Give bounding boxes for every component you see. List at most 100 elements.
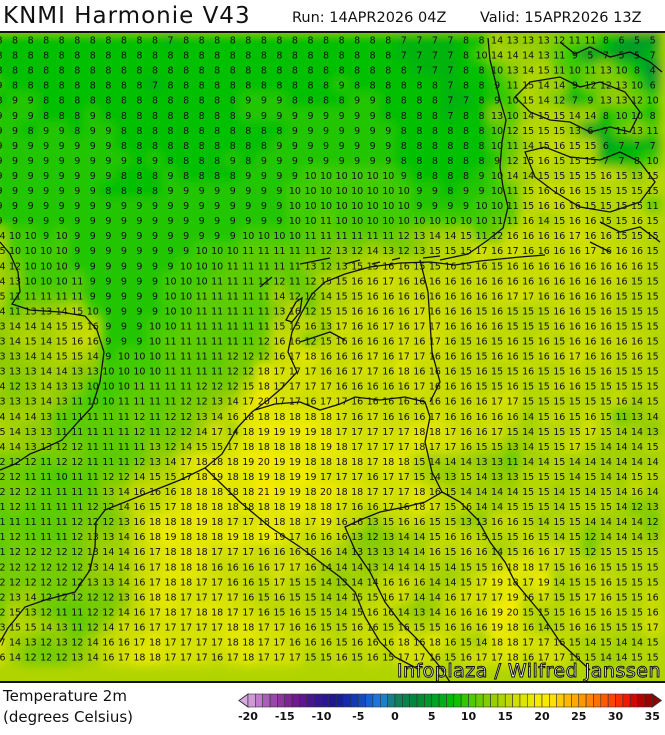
grid-value: 9: [354, 111, 360, 122]
grid-value: 15: [553, 622, 565, 633]
field-cell: [472, 151, 491, 169]
grid-value: 16: [569, 622, 581, 633]
grid-value: 10: [351, 171, 363, 182]
field-cell: [410, 136, 429, 154]
field-cell: [410, 33, 429, 49]
grid-value: 13: [211, 397, 223, 408]
field-cell: [550, 151, 569, 169]
grid-value: 16: [336, 532, 348, 543]
grid-value: 8: [28, 126, 34, 137]
grid-value: 9: [90, 261, 96, 272]
field-cell: [581, 91, 600, 109]
grid-value: 12: [25, 547, 37, 558]
field-cell: [239, 242, 258, 260]
grid-value: 9: [339, 126, 345, 137]
grid-value: 17: [211, 622, 223, 633]
grid-value: 14: [569, 457, 581, 468]
grid-value: 18: [196, 532, 208, 543]
grid-value: 15: [336, 622, 348, 633]
grid-value: 15: [538, 126, 550, 137]
grid-value: 18: [273, 472, 285, 483]
grid-value: 10: [460, 216, 472, 227]
grid-value: 17: [273, 562, 285, 573]
colorbar-box: [269, 693, 278, 708]
grid-value: 12: [0, 577, 6, 588]
grid-value: 14: [538, 517, 550, 528]
grid-value: 15: [600, 487, 612, 498]
grid-value: 10: [9, 246, 21, 257]
grid-value: 9: [12, 186, 18, 197]
grid-value: 15: [569, 141, 581, 152]
grid-value: 13: [102, 532, 114, 543]
grid-value: 7: [603, 126, 609, 137]
field-cell: [488, 181, 506, 200]
grid-value: 8: [121, 111, 127, 122]
grid-value: 19: [211, 472, 223, 483]
field-cell: [410, 46, 429, 64]
grid-value: 11: [102, 457, 114, 468]
field-cell: [255, 212, 273, 230]
grid-value: 10: [118, 382, 130, 393]
grid-value: 9: [572, 81, 578, 92]
colorbar-tick-label: 20: [534, 710, 550, 723]
grid-value: 17: [367, 427, 379, 438]
field-cell: [37, 166, 55, 184]
grid-value: 11: [165, 397, 177, 408]
grid-value: 15: [553, 337, 565, 348]
grid-value: 10: [87, 382, 99, 393]
temperature-map: 8888888888878888888888888877778814131313…: [0, 31, 665, 683]
grid-value: 16: [569, 562, 581, 573]
field-cell: [286, 136, 304, 154]
field-cell: [130, 166, 149, 184]
field-cell: [566, 61, 584, 79]
field-cell: [612, 91, 631, 109]
grid-value: 15: [413, 261, 425, 272]
field-cell: [37, 181, 55, 200]
grid-value: 18: [382, 457, 394, 468]
field-cell: [115, 166, 133, 184]
field-cell: [488, 33, 506, 49]
grid-value: 13: [336, 246, 348, 257]
grid-value: 13: [118, 592, 130, 603]
field-cell: [84, 46, 102, 64]
grid-value: 17: [211, 638, 223, 649]
grid-value: 12: [367, 532, 379, 543]
grid-value: 18: [289, 412, 301, 423]
grid-value: 13: [460, 517, 472, 528]
grid-value: 18: [227, 457, 239, 468]
grid-value: 10: [367, 171, 379, 182]
grid-value: 10: [367, 186, 379, 197]
grid-value: 16: [118, 638, 130, 649]
grid-value: 15: [460, 472, 472, 483]
grid-value: 17: [289, 562, 301, 573]
grid-value: 9: [74, 201, 80, 212]
field-cell: [52, 61, 71, 79]
grid-value: 18: [180, 577, 192, 588]
grid-value: 14: [553, 502, 565, 513]
field-cell: [317, 166, 335, 184]
grid-value: 19: [304, 427, 316, 438]
grid-value: 17: [227, 517, 239, 528]
grid-value: 8: [463, 81, 469, 92]
grid-value: 17: [569, 231, 581, 242]
field-cell: [628, 76, 646, 94]
grid-value: 9: [183, 201, 189, 212]
grid-value: 15: [444, 246, 456, 257]
grid-value: 9: [230, 216, 236, 227]
colorbar-tick-label: 25: [571, 710, 586, 723]
grid-value: 15: [631, 367, 643, 378]
field-cell: [0, 136, 9, 154]
grid-value: 19: [538, 577, 550, 588]
grid-value: 16: [382, 592, 394, 603]
grid-value: 15: [569, 487, 581, 498]
grid-value: 12: [227, 382, 239, 393]
colorbar-box: [299, 693, 308, 708]
grid-value: 13: [647, 532, 659, 543]
grid-value: 8: [214, 36, 220, 47]
grid-value: 17: [444, 442, 456, 453]
field-cell: [6, 91, 24, 109]
field-cell: [208, 106, 226, 124]
grid-value: 14: [0, 276, 6, 287]
grid-value: 17: [273, 638, 285, 649]
field-cell: [270, 212, 289, 230]
